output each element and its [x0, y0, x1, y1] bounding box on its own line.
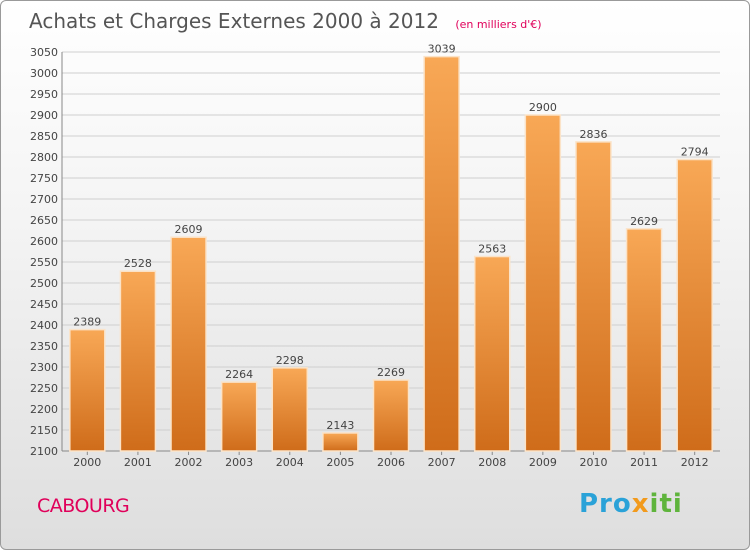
bar	[170, 236, 207, 452]
bar-value-label: 2143	[326, 419, 354, 432]
y-tick-label: 2900	[30, 109, 58, 122]
bar	[69, 328, 106, 452]
x-tick-label: 2010	[579, 456, 607, 469]
x-tick-label: 2008	[478, 456, 506, 469]
x-tick-label: 2003	[225, 456, 253, 469]
x-tick-label: 2000	[73, 456, 101, 469]
y-tick-label: 2200	[30, 403, 58, 416]
x-tick-label: 2009	[529, 456, 557, 469]
bar-value-label: 2389	[73, 316, 101, 329]
bar	[220, 381, 258, 452]
bar	[473, 255, 511, 452]
y-tick-label: 2650	[30, 214, 58, 227]
bar	[372, 379, 410, 452]
brand-part-2: x	[631, 489, 650, 519]
y-tick-label: 2250	[30, 382, 58, 395]
bar	[423, 55, 460, 452]
y-tick-label: 2500	[30, 277, 58, 290]
y-tick-label: 2450	[30, 298, 58, 311]
bar-value-label: 2264	[225, 368, 253, 381]
x-tick-label: 2001	[124, 456, 152, 469]
y-tick-label: 2700	[30, 193, 58, 206]
bar	[676, 158, 713, 452]
bar-value-label: 2528	[124, 257, 152, 270]
bar-value-label: 3039	[428, 43, 456, 56]
y-tick-label: 2800	[30, 151, 58, 164]
bar-value-label: 2836	[579, 128, 607, 141]
y-tick-label: 2750	[30, 172, 58, 185]
y-tick-label: 2300	[30, 361, 58, 374]
bar	[575, 141, 612, 452]
bar	[524, 114, 562, 452]
x-tick-label: 2011	[630, 456, 658, 469]
chart-title: Achats et Charges Externes 2000 à 2012 (…	[29, 9, 542, 33]
bar	[119, 270, 157, 452]
y-tick-label: 3050	[30, 46, 58, 59]
brand-part-1: Pro	[579, 489, 632, 519]
y-tick-label: 2600	[30, 235, 58, 248]
y-tick-label: 2400	[30, 319, 58, 332]
bar-value-label: 2298	[276, 354, 304, 367]
bar	[322, 432, 359, 452]
bar-value-label: 2629	[630, 215, 658, 228]
y-tick-label: 2550	[30, 256, 58, 269]
chart-title-text: Achats et Charges Externes 2000 à 2012	[29, 9, 439, 33]
bars	[69, 55, 713, 452]
y-tick-label: 2350	[30, 340, 58, 353]
bar-value-label: 2794	[681, 146, 709, 159]
x-tick-label: 2012	[681, 456, 709, 469]
x-tick-label: 2002	[175, 456, 203, 469]
bar-value-label: 2900	[529, 101, 557, 114]
bar	[625, 228, 663, 452]
x-tick-label: 2006	[377, 456, 405, 469]
brand-part-3: iti	[649, 489, 683, 519]
y-tick-label: 2150	[30, 424, 58, 437]
labels: 2389 2528 2609 2264 2298 2143 2269 3039 2563 2900…	[73, 43, 708, 432]
city-label: CABOURG	[37, 495, 130, 517]
axes: 2100 2150 2200 2250 2300 2350 2400 2450 2500 2550…	[30, 46, 720, 469]
bar-value-label: 2609	[175, 223, 203, 236]
y-tick-label: 2950	[30, 88, 58, 101]
x-tick-label: 2005	[326, 456, 354, 469]
x-tick-label: 2004	[276, 456, 304, 469]
bar	[271, 367, 309, 452]
chart-subtitle: (en milliers d'€)	[455, 18, 542, 31]
y-tick-label: 2100	[30, 445, 58, 458]
bar-value-label: 2269	[377, 366, 405, 379]
brand-logo: Proxiti	[579, 489, 683, 519]
y-tick-label: 3000	[30, 67, 58, 80]
bar-value-label: 2563	[478, 243, 506, 256]
x-tick-label: 2007	[428, 456, 456, 469]
y-tick-label: 2850	[30, 130, 58, 143]
